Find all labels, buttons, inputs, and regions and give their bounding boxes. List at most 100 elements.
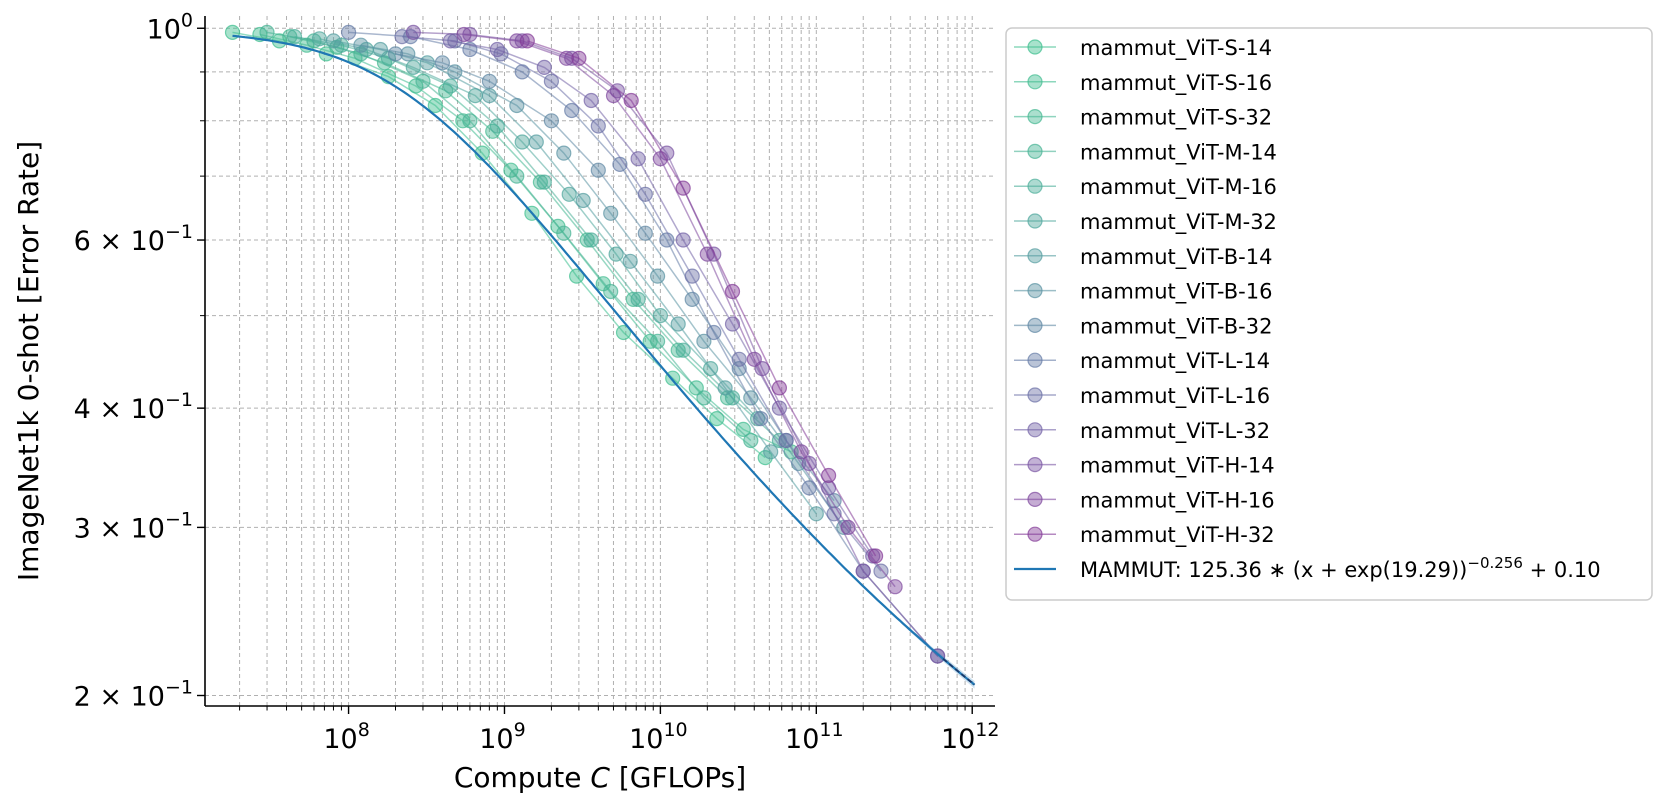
data-point: [675, 342, 691, 358]
series-mammut_ViT-H-32: [519, 33, 884, 564]
y-tick-base: 10: [147, 14, 181, 45]
data-point: [489, 41, 505, 58]
data-point: [801, 480, 817, 496]
legend-item: mammut_ViT-B-14: [1014, 245, 1272, 270]
data-point: [583, 232, 599, 248]
data-point: [590, 118, 606, 134]
legend-item: mammut_ViT-M-14: [1014, 140, 1277, 165]
data-point: [536, 174, 552, 190]
data-point: [456, 26, 472, 43]
data-point: [519, 33, 535, 49]
data-point: [481, 73, 497, 89]
y-tick-label: 100: [147, 9, 193, 45]
y-tick-base: 10: [131, 394, 165, 425]
data-point: [405, 24, 421, 41]
data-point: [637, 186, 653, 202]
legend-item: mammut_ViT-H-14: [1014, 454, 1275, 479]
data-point: [568, 268, 585, 284]
data-point: [615, 324, 632, 341]
legend-label: mammut_ViT-B-14: [1080, 245, 1272, 270]
data-point: [630, 151, 646, 167]
legend-marker: [1027, 352, 1043, 368]
data-point: [543, 73, 560, 89]
x-tick-label: 108: [323, 719, 369, 755]
series-mammut_ViT-H-16: [456, 26, 903, 595]
legend-item: mammut_ViT-S-32: [1014, 106, 1272, 131]
data-point: [579, 232, 595, 248]
x-tick-base: 10: [629, 724, 663, 755]
legend-marker: [1027, 178, 1043, 194]
data-point: [623, 92, 639, 109]
legend-label: mammut_ViT-B-32: [1080, 314, 1272, 339]
series-line: [319, 38, 759, 420]
y-tick-label: 2 × 10−1: [74, 677, 193, 713]
y-tick-label: 3 × 10−1: [74, 508, 193, 544]
data-point: [706, 324, 722, 341]
series-mammut_ViT-S-16: [252, 26, 799, 460]
data-point: [696, 333, 712, 349]
series-line: [259, 33, 792, 453]
data-point: [608, 246, 624, 262]
series-line: [360, 44, 845, 528]
data-point: [509, 97, 525, 114]
series-line: [395, 53, 835, 502]
data-point: [873, 563, 889, 579]
legend-marker: [1027, 526, 1043, 542]
data-point: [696, 390, 712, 406]
legend-label: mammut_ViT-M-14: [1080, 140, 1277, 165]
data-point: [353, 37, 369, 53]
data-point: [590, 162, 606, 178]
legend-label: mammut_ViT-H-16: [1080, 488, 1275, 513]
series-mammut_ViT-M-16: [286, 28, 788, 449]
x-tick-exp: 12: [975, 719, 999, 741]
legend-marker: [1027, 248, 1043, 264]
legend-item: mammut_ViT-B-16: [1014, 280, 1272, 305]
legend-item-fit: MAMMUT: 125.36 ∗ (x + exp(19.29))−0.256 …: [1014, 554, 1601, 582]
x-tick-base: 10: [323, 724, 357, 755]
legend-label: mammut_ViT-S-16: [1080, 71, 1272, 96]
legend-item: mammut_ViT-M-16: [1014, 175, 1277, 200]
data-point: [929, 648, 946, 664]
legend-marker: [1027, 108, 1043, 125]
legend-marker: [1027, 491, 1043, 507]
data-point: [571, 50, 587, 66]
series-line: [333, 40, 817, 515]
legend-label: mammut_ViT-H-32: [1080, 523, 1275, 548]
legend-label: mammut_ViT-L-16: [1080, 384, 1270, 409]
data-point: [735, 421, 751, 437]
y-tick-label: 6 × 10−1: [74, 221, 193, 257]
data-point: [670, 342, 686, 358]
data-point: [675, 180, 691, 196]
legend-item: mammut_ViT-S-14: [1014, 36, 1272, 61]
data-point: [561, 186, 577, 202]
legend-marker: [1027, 422, 1043, 438]
y-tick-mantissa: 6 ×: [74, 226, 131, 257]
data-point: [434, 55, 450, 71]
legend-marker: [1027, 74, 1043, 90]
data-point: [753, 411, 769, 427]
legend-marker: [1027, 317, 1043, 333]
data-point: [709, 411, 725, 427]
y-tick-mantissa: 3 ×: [74, 513, 131, 544]
x-tick-label: 109: [479, 719, 525, 755]
series-line: [294, 35, 780, 442]
series-mammut_ViT-B-32: [387, 46, 842, 509]
y-tick-label: 4 × 10−1: [74, 389, 193, 425]
y-tick-base: 10: [131, 682, 165, 713]
legend-marker: [1027, 387, 1043, 403]
data-point: [887, 579, 903, 595]
legend-label: mammut_ViT-M-32: [1080, 210, 1277, 235]
fit-curve: [232, 34, 976, 686]
x-tick-exp: 9: [514, 719, 526, 741]
y-tick-exp: −1: [165, 389, 193, 411]
legend-marker: [1027, 143, 1043, 159]
data-point: [724, 283, 741, 300]
series-mammut_ViT-M-32: [311, 31, 766, 427]
legend-marker: [1027, 213, 1043, 229]
y-tick-base: 10: [131, 226, 165, 257]
data-point: [757, 450, 773, 466]
grid: [205, 16, 995, 706]
data-point: [405, 59, 421, 76]
data-point: [763, 444, 779, 460]
y-axis-title: ImageNet1k 0-shot [Error Rate]: [12, 141, 45, 581]
